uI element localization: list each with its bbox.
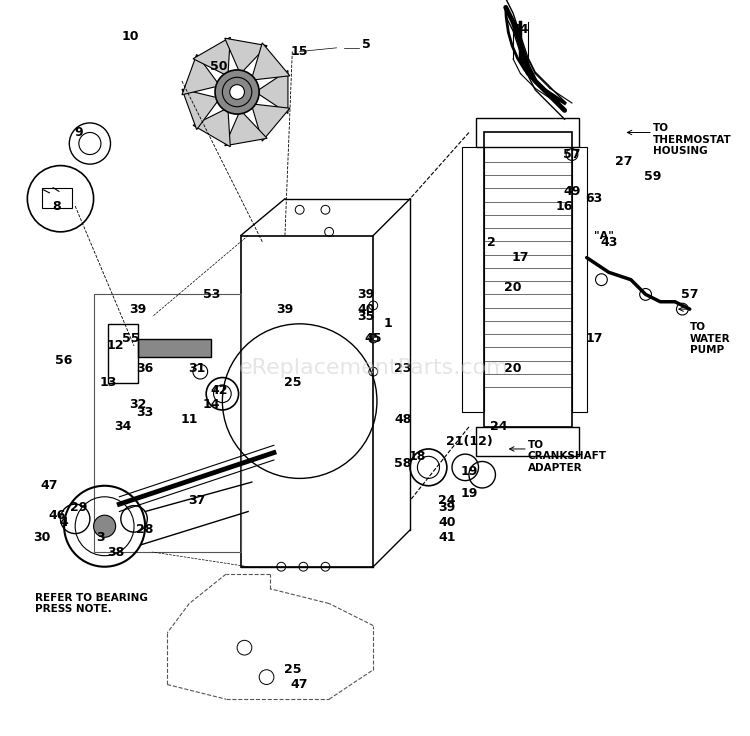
Text: 18: 18 (409, 450, 426, 463)
Text: 29: 29 (70, 501, 88, 514)
Text: eReplacementParts.com: eReplacementParts.com (238, 358, 509, 378)
Text: 40: 40 (357, 302, 375, 316)
Text: 39: 39 (357, 288, 374, 301)
Text: 28: 28 (136, 523, 154, 537)
Bar (461, 147, 484, 412)
Text: 11: 11 (181, 413, 198, 426)
Bar (42, 188, 71, 208)
Text: 42: 42 (210, 383, 227, 397)
Bar (484, 132, 572, 427)
Text: 50: 50 (210, 60, 227, 73)
Text: 3: 3 (97, 531, 105, 544)
Text: 24: 24 (490, 420, 507, 434)
Text: 12: 12 (107, 339, 124, 353)
Circle shape (215, 70, 260, 114)
Polygon shape (251, 43, 290, 80)
Text: 46: 46 (48, 509, 65, 522)
Text: 21(12): 21(12) (446, 435, 492, 448)
Text: 16: 16 (556, 199, 573, 213)
Bar (241, 236, 374, 567)
Bar (108, 324, 138, 383)
Polygon shape (193, 38, 230, 76)
Polygon shape (256, 71, 288, 113)
Polygon shape (225, 38, 267, 74)
Text: 38: 38 (107, 545, 124, 559)
Text: 59: 59 (644, 170, 662, 183)
Text: 19: 19 (460, 464, 478, 478)
Text: 49: 49 (563, 185, 580, 198)
Text: 35: 35 (357, 310, 374, 323)
Text: 2: 2 (487, 236, 496, 250)
Polygon shape (182, 54, 220, 95)
Text: 37: 37 (188, 494, 206, 507)
Text: 41: 41 (438, 531, 455, 544)
Polygon shape (225, 110, 267, 146)
Text: 30: 30 (33, 531, 51, 544)
Polygon shape (182, 89, 220, 130)
Text: "A": "A" (594, 230, 614, 241)
Text: 57: 57 (681, 288, 698, 301)
Text: 8: 8 (53, 199, 61, 213)
Text: 56: 56 (56, 354, 73, 367)
Text: 20: 20 (504, 280, 522, 294)
Text: 9: 9 (74, 126, 83, 139)
Text: 5: 5 (362, 38, 370, 51)
Text: 33: 33 (136, 406, 154, 419)
Bar (476, 427, 579, 456)
Text: 43: 43 (600, 236, 617, 250)
Polygon shape (251, 104, 290, 141)
Text: 10: 10 (122, 30, 140, 43)
Text: 57: 57 (563, 148, 580, 161)
Bar (572, 147, 586, 412)
Text: 48: 48 (394, 413, 412, 426)
Text: 25: 25 (284, 376, 301, 389)
Text: TO
WATER
PUMP: TO WATER PUMP (690, 322, 730, 355)
Text: 39: 39 (276, 302, 293, 316)
Text: 47: 47 (40, 479, 58, 492)
Text: 17: 17 (512, 251, 530, 264)
Text: 4: 4 (60, 516, 68, 529)
Text: 20: 20 (504, 361, 522, 375)
Text: 24: 24 (438, 494, 455, 507)
Text: 25: 25 (284, 663, 301, 676)
Text: 44: 44 (512, 23, 530, 36)
Text: 32: 32 (129, 398, 146, 411)
Circle shape (230, 85, 244, 99)
Text: 63: 63 (586, 192, 603, 205)
Bar (138, 339, 212, 357)
Text: 47: 47 (291, 678, 308, 691)
Text: 1: 1 (383, 317, 392, 330)
Text: 14: 14 (202, 398, 220, 411)
Text: 36: 36 (136, 361, 154, 375)
Text: 31: 31 (188, 361, 206, 375)
Text: 39: 39 (129, 302, 146, 316)
Text: 40: 40 (438, 516, 455, 529)
Text: 53: 53 (202, 288, 220, 301)
Text: 39: 39 (438, 501, 455, 514)
Text: 23: 23 (394, 361, 412, 375)
Text: 13: 13 (100, 376, 117, 389)
Text: REFER TO BEARING
PRESS NOTE.: REFER TO BEARING PRESS NOTE. (34, 592, 148, 615)
Text: 27: 27 (615, 155, 632, 169)
Circle shape (94, 515, 116, 537)
Text: 45: 45 (364, 332, 382, 345)
Text: 34: 34 (114, 420, 132, 434)
Bar (94, 294, 241, 552)
Bar (476, 118, 579, 147)
Text: TO
THERMOSTAT
HOUSING: TO THERMOSTAT HOUSING (653, 123, 732, 157)
Text: 19: 19 (460, 486, 478, 500)
Text: 58: 58 (394, 457, 412, 470)
Text: 55: 55 (122, 332, 140, 345)
Text: TO
CRANKSHAFT
ADAPTER: TO CRANKSHAFT ADAPTER (528, 439, 607, 473)
Text: 15: 15 (291, 45, 308, 58)
Text: 17: 17 (585, 332, 603, 345)
Polygon shape (193, 108, 230, 146)
